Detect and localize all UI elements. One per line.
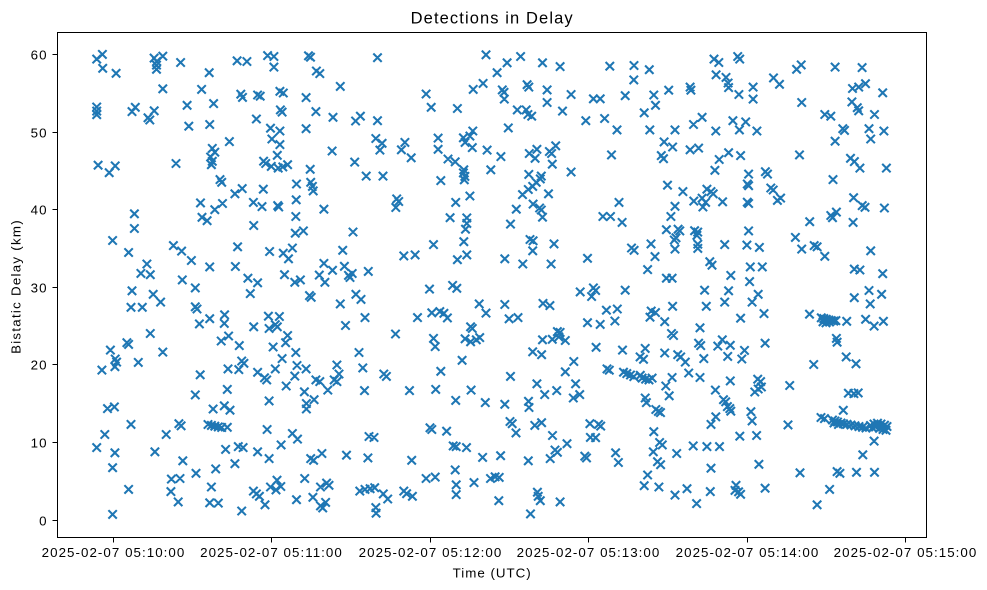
svg-text:0: 0 — [39, 513, 47, 528]
svg-text:2025-02-07 05:14:00: 2025-02-07 05:14:00 — [676, 545, 820, 560]
svg-text:2025-02-07 05:10:00: 2025-02-07 05:10:00 — [42, 545, 186, 560]
svg-text:10: 10 — [31, 435, 48, 450]
svg-text:2025-02-07 05:13:00: 2025-02-07 05:13:00 — [517, 545, 661, 560]
svg-text:2025-02-07 05:11:00: 2025-02-07 05:11:00 — [200, 545, 343, 560]
svg-text:20: 20 — [31, 357, 48, 372]
svg-text:50: 50 — [31, 125, 48, 140]
svg-text:Time (UTC): Time (UTC) — [453, 566, 532, 581]
svg-text:Bistatic Delay (km): Bistatic Delay (km) — [8, 219, 23, 354]
svg-text:2025-02-07 05:12:00: 2025-02-07 05:12:00 — [359, 545, 503, 560]
svg-text:Detections in Delay: Detections in Delay — [411, 9, 574, 27]
svg-text:30: 30 — [31, 280, 48, 295]
svg-text:60: 60 — [31, 47, 48, 62]
svg-text:2025-02-07 05:15:00: 2025-02-07 05:15:00 — [834, 545, 978, 560]
svg-text:40: 40 — [31, 202, 48, 217]
